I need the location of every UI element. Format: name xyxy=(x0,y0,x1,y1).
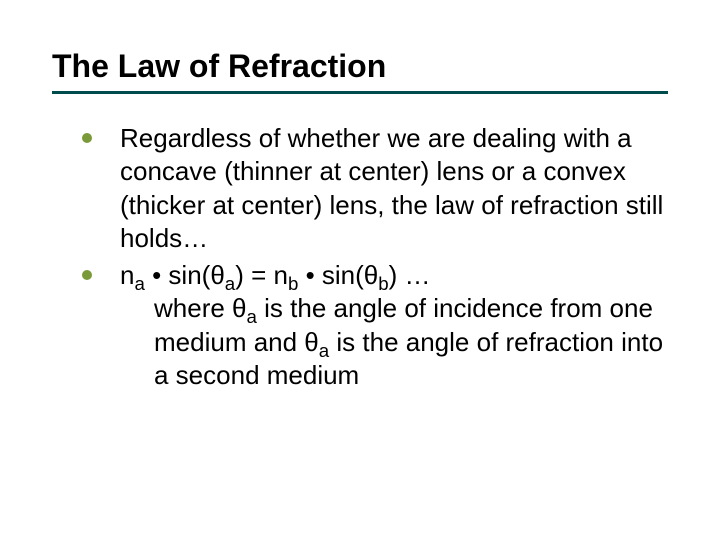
item-continuation: where θa is the angle of incidence from … xyxy=(120,292,668,392)
bullet-icon xyxy=(82,270,92,280)
list-item: na • sin(θa) = nb • sin(θb) … where θa i… xyxy=(82,259,668,392)
slide-content: Regardless of whether we are dealing wit… xyxy=(52,122,668,392)
list-item: Regardless of whether we are dealing wit… xyxy=(82,122,668,255)
bullet-list: Regardless of whether we are dealing wit… xyxy=(82,122,668,392)
item-text: na • sin(θa) = nb • sin(θb) … xyxy=(120,260,431,290)
title-underline xyxy=(52,91,668,94)
item-text: Regardless of whether we are dealing wit… xyxy=(120,123,663,253)
bullet-icon xyxy=(82,133,92,143)
slide: The Law of Refraction Regardless of whet… xyxy=(0,0,720,540)
slide-title: The Law of Refraction xyxy=(52,48,668,85)
